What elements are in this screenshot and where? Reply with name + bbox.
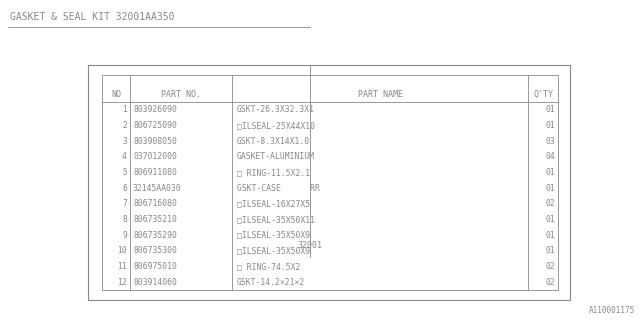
Text: 806911080: 806911080 <box>133 168 177 177</box>
Text: GSKT-14.2×21×2: GSKT-14.2×21×2 <box>237 278 305 287</box>
Text: GASKET & SEAL KIT 32001AA350: GASKET & SEAL KIT 32001AA350 <box>10 12 175 22</box>
Text: 2: 2 <box>122 121 127 130</box>
Text: □ILSEAL-35X50X9: □ILSEAL-35X50X9 <box>237 246 310 255</box>
Text: 806735290: 806735290 <box>133 231 177 240</box>
Text: 803914060: 803914060 <box>133 278 177 287</box>
Text: GASKET-ALUMINIUM: GASKET-ALUMINIUM <box>237 152 315 161</box>
Text: 8: 8 <box>122 215 127 224</box>
Text: 3: 3 <box>122 137 127 146</box>
Text: 10: 10 <box>117 246 127 255</box>
Text: 01: 01 <box>545 215 555 224</box>
Text: 12: 12 <box>117 278 127 287</box>
Text: □ILSEAL-16X27X5: □ILSEAL-16X27X5 <box>237 199 310 208</box>
Text: NO: NO <box>111 90 121 99</box>
Text: □ILSEAL-25X44X10: □ILSEAL-25X44X10 <box>237 121 315 130</box>
Text: 806975010: 806975010 <box>133 262 177 271</box>
Text: 01: 01 <box>545 105 555 114</box>
Text: 803926090: 803926090 <box>133 105 177 114</box>
Text: 7: 7 <box>122 199 127 208</box>
Text: 4: 4 <box>122 152 127 161</box>
Text: 1: 1 <box>122 105 127 114</box>
Text: 6: 6 <box>122 184 127 193</box>
Text: A110001175: A110001175 <box>589 306 635 315</box>
Text: □ RING-74.5X2: □ RING-74.5X2 <box>237 262 300 271</box>
Text: GSKT-8.3X14X1.0: GSKT-8.3X14X1.0 <box>237 137 310 146</box>
Text: GSKT-CASE      RR: GSKT-CASE RR <box>237 184 320 193</box>
Text: 9: 9 <box>122 231 127 240</box>
Text: 01: 01 <box>545 246 555 255</box>
Text: □ILSEAL-35X50X9: □ILSEAL-35X50X9 <box>237 231 310 240</box>
Text: PART NAME: PART NAME <box>358 90 403 99</box>
Text: 01: 01 <box>545 168 555 177</box>
Text: 5: 5 <box>122 168 127 177</box>
Text: 02: 02 <box>545 262 555 271</box>
Bar <box>88 65 570 300</box>
Text: 32001: 32001 <box>298 241 323 250</box>
Text: 02: 02 <box>545 278 555 287</box>
Text: 01: 01 <box>545 184 555 193</box>
Text: Q'TY: Q'TY <box>533 90 553 99</box>
Text: 806725090: 806725090 <box>133 121 177 130</box>
Text: 806735210: 806735210 <box>133 215 177 224</box>
Bar <box>102 75 558 290</box>
Text: 01: 01 <box>545 231 555 240</box>
Text: 01: 01 <box>545 121 555 130</box>
Text: 11: 11 <box>117 262 127 271</box>
Text: 037012000: 037012000 <box>133 152 177 161</box>
Text: 806735300: 806735300 <box>133 246 177 255</box>
Text: 02: 02 <box>545 199 555 208</box>
Text: PART NO.: PART NO. <box>161 90 201 99</box>
Text: 32145AA030: 32145AA030 <box>133 184 182 193</box>
Text: GSKT-26.3X32.3X1: GSKT-26.3X32.3X1 <box>237 105 315 114</box>
Text: 04: 04 <box>545 152 555 161</box>
Text: □ILSEAL-35X50X11: □ILSEAL-35X50X11 <box>237 215 315 224</box>
Text: 806716080: 806716080 <box>133 199 177 208</box>
Text: 03: 03 <box>545 137 555 146</box>
Text: □ RING-11.5X2.1: □ RING-11.5X2.1 <box>237 168 310 177</box>
Text: 803908050: 803908050 <box>133 137 177 146</box>
